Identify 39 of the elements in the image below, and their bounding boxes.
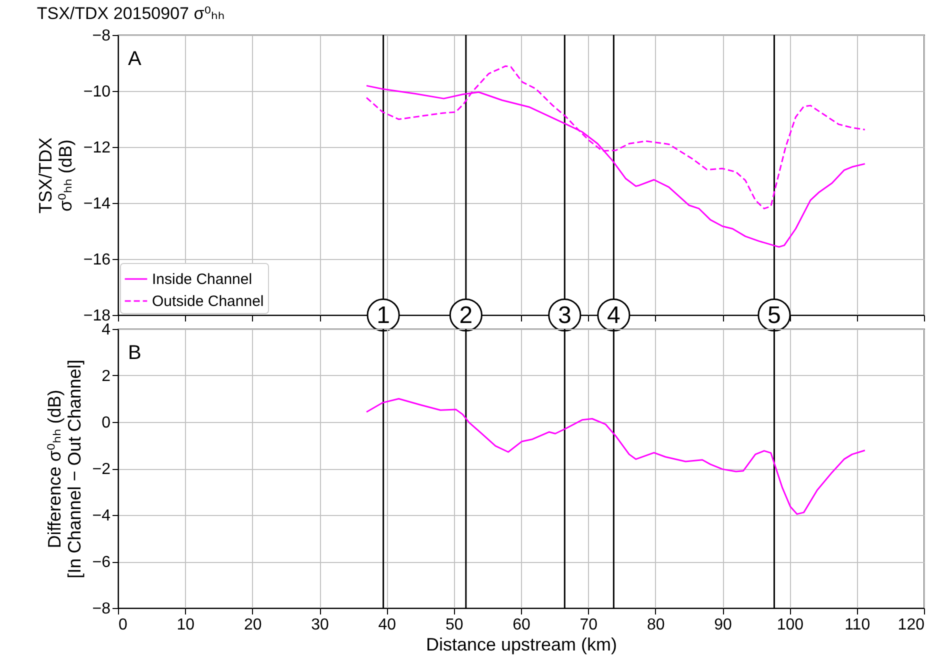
y-axis-title: TSX/TDX σ⁰ₕₕ (dB) — [35, 137, 76, 214]
legend-label: Outside Channel — [152, 293, 264, 310]
annotation: B — [128, 342, 142, 364]
y-tick-label: −10 — [83, 84, 111, 100]
x-tick-label: 120 — [898, 616, 925, 634]
y-tick-label: 4 — [102, 322, 111, 338]
annotation: 5 — [768, 302, 781, 329]
x-tick-label: 20 — [244, 616, 262, 634]
y-tick-label: 0 — [102, 414, 111, 432]
x-axis-title: Distance upstream (km) — [426, 634, 618, 654]
x-tick-label: 40 — [378, 616, 396, 634]
annotation: 2 — [459, 302, 473, 329]
x-tick-label: 90 — [714, 616, 732, 634]
y-tick-label: −14 — [83, 196, 111, 212]
y-tick-label: −6 — [92, 554, 111, 571]
y-tick-label: −2 — [92, 461, 111, 478]
annotation: A — [128, 48, 142, 70]
x-tick-label: 60 — [512, 616, 530, 634]
annotation: 1 — [376, 302, 390, 329]
x-tick-label: 70 — [580, 616, 598, 634]
y-tick-label: −4 — [92, 508, 111, 524]
x-tick-label: 50 — [445, 616, 464, 634]
y-tick-label: −8 — [92, 600, 111, 618]
y-axis-title: Difference σ⁰ₕₕ (dB) [In Channel − Out Channel] — [44, 360, 84, 578]
x-tick-label: 10 — [176, 616, 195, 634]
legend-label: Inside Channel — [152, 271, 252, 288]
y-tick-label: −8 — [92, 28, 111, 44]
x-tick-label: 110 — [844, 616, 870, 634]
annotation: 4 — [607, 302, 620, 329]
x-tick-label: 0 — [118, 616, 128, 634]
y-tick-label: −18 — [83, 308, 111, 324]
x-tick-label: 30 — [311, 616, 329, 634]
chart-title: TSX/TDX 20150907 σ⁰ₕₕ — [36, 4, 225, 23]
annotation: 3 — [558, 302, 572, 329]
x-tick-label: 100 — [776, 616, 804, 634]
y-tick-label: 2 — [102, 368, 111, 385]
y-tick-label: −16 — [83, 252, 111, 268]
x-tick-label: 80 — [646, 616, 665, 634]
y-tick-label: −12 — [83, 140, 111, 156]
